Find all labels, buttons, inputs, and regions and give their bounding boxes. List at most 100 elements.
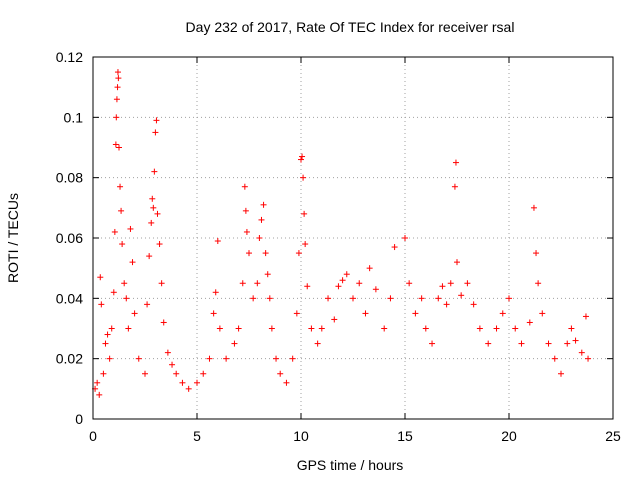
- data-point: [262, 250, 269, 257]
- data-point: [506, 295, 512, 302]
- y-tick-label: 0.04: [56, 290, 83, 306]
- data-point: [518, 340, 525, 347]
- data-point: [119, 241, 126, 248]
- data-point: [572, 337, 579, 344]
- data-point: [118, 207, 125, 214]
- x-tick-label: 15: [397, 428, 413, 444]
- data-point: [533, 250, 540, 257]
- data-point: [582, 313, 589, 320]
- data-point: [350, 295, 356, 302]
- data-point: [402, 235, 408, 241]
- data-point: [512, 325, 519, 332]
- data-point: [158, 280, 165, 287]
- data-point: [104, 331, 111, 338]
- y-tick-label: 0: [75, 411, 83, 427]
- data-point: [154, 210, 161, 217]
- data-point: [164, 349, 171, 356]
- data-point: [366, 265, 373, 272]
- data-point: [194, 379, 200, 386]
- data-point: [493, 325, 500, 332]
- data-point: [254, 280, 261, 287]
- data-point: [260, 201, 267, 208]
- data-point: [142, 370, 148, 377]
- data-point: [335, 283, 342, 290]
- data-point: [558, 370, 564, 377]
- data-point: [152, 129, 159, 136]
- data-point: [239, 280, 246, 287]
- data-point: [476, 325, 483, 332]
- data-point: [149, 195, 156, 202]
- data-point: [530, 204, 537, 211]
- data-point: [246, 250, 252, 257]
- data-point: [114, 69, 121, 76]
- data-point: [223, 355, 230, 362]
- data-point: [308, 325, 315, 332]
- data-point: [381, 325, 388, 332]
- y-tick-label: 0.12: [56, 49, 83, 65]
- data-point: [539, 310, 546, 317]
- y-tick-label: 0.06: [56, 230, 83, 246]
- data-point: [231, 340, 238, 347]
- data-point: [268, 325, 275, 332]
- data-point: [545, 340, 552, 347]
- data-point: [464, 280, 471, 287]
- data-point: [526, 319, 533, 326]
- data-point: [96, 391, 103, 398]
- data-point: [98, 301, 105, 308]
- data-point: [100, 370, 107, 377]
- data-point: [454, 259, 460, 266]
- data-point: [113, 96, 120, 103]
- x-tick-label: 10: [293, 428, 309, 444]
- data-point: [185, 385, 192, 392]
- data-point: [362, 310, 369, 317]
- data-point: [151, 168, 158, 175]
- data-point: [343, 271, 350, 278]
- data-point: [356, 280, 363, 287]
- data-point: [277, 370, 284, 377]
- data-point: [304, 283, 311, 290]
- data-point: [331, 316, 338, 323]
- data-point: [173, 370, 180, 377]
- data-point: [94, 379, 101, 386]
- data-point: [242, 207, 249, 214]
- data-point: [97, 274, 104, 281]
- y-tick-label: 0.02: [56, 351, 83, 367]
- x-tick-label: 0: [89, 428, 97, 444]
- data-point: [112, 141, 119, 148]
- data-point: [418, 295, 425, 302]
- data-point: [447, 280, 454, 287]
- data-point: [144, 301, 151, 308]
- data-point: [125, 325, 132, 332]
- data-point: [301, 210, 308, 217]
- data-point: [200, 370, 207, 377]
- data-point: [429, 340, 436, 347]
- data-point: [160, 319, 167, 326]
- data-point: [387, 295, 394, 302]
- data-point: [210, 310, 217, 317]
- data-point: [300, 174, 307, 181]
- x-tick-label: 25: [605, 428, 621, 444]
- data-point: [123, 295, 130, 302]
- data-point: [485, 340, 492, 347]
- data-point: [241, 183, 248, 190]
- y-axis-label: ROTI / TECUs: [5, 193, 21, 283]
- data-point: [564, 340, 571, 347]
- data-point: [129, 259, 136, 266]
- data-point: [318, 325, 325, 332]
- data-point: [179, 379, 186, 386]
- data-point: [256, 235, 263, 241]
- data-point: [116, 144, 122, 151]
- data-point: [302, 241, 309, 248]
- data-point: [391, 244, 398, 251]
- data-point: [156, 241, 163, 248]
- data-point: [121, 280, 128, 287]
- data-point: [293, 310, 300, 317]
- data-point: [273, 355, 280, 362]
- data-point: [458, 292, 465, 299]
- data-point: [435, 295, 442, 302]
- data-point: [578, 349, 585, 356]
- data-point: [235, 325, 242, 332]
- data-point: [113, 114, 120, 121]
- data-point: [439, 283, 446, 290]
